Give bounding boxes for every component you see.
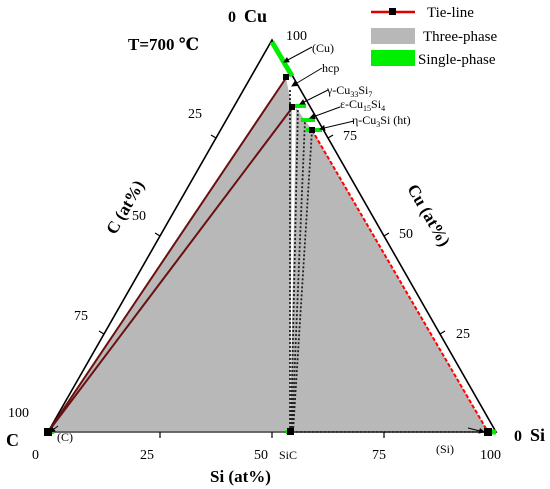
tick-c-50: [154, 232, 161, 237]
legend-three-phase-swatch: [371, 28, 415, 44]
point-si: [484, 428, 492, 436]
tie-line-c-hcp: [47, 77, 287, 433]
c-tick-100: 100: [8, 406, 29, 421]
tie-line-c-gamma: [47, 107, 293, 433]
legend: Tie-line Three-phase Single-phase: [371, 5, 497, 68]
phase-points: [44, 74, 492, 436]
legend-single-phase-swatch: [371, 50, 415, 66]
tie-line-sic-epsilon: [291, 119, 306, 433]
legend-three-phase-label: Three-phase: [423, 29, 497, 45]
si-tick-75: 75: [372, 448, 386, 463]
tick-c-75: [98, 330, 105, 335]
c-tick-75: 75: [74, 309, 88, 324]
label-leaders: [49, 46, 485, 434]
leader-graphite: [49, 425, 59, 433]
temperature-label: T=700 ℃: [128, 35, 199, 54]
phase-label-epsilon: ε-Cu15Si4: [340, 97, 385, 113]
cu-tick-25: 25: [456, 327, 470, 342]
si-tick-0: 0: [32, 448, 39, 463]
leader-hcp: [291, 67, 323, 87]
si-corner-zero: 0: [514, 428, 522, 445]
three-phase-region-sic-eta-si: [290, 130, 488, 432]
c-axis-title: C (at%): [102, 177, 148, 238]
phase-label-graphite: (C): [57, 430, 73, 444]
tick-cu-50: [383, 232, 390, 237]
si-tick-25: 25: [140, 448, 154, 463]
phase-label-hcp: hcp: [322, 61, 339, 75]
phase-label-sic: SiC: [279, 448, 297, 462]
leader-gamma: [299, 89, 329, 105]
tick-cu-75: [327, 134, 334, 139]
three-phase-region-c-hcp-gamma: [48, 78, 292, 432]
si-tick-50: 50: [254, 448, 268, 463]
si-axis-title: Si (at%): [210, 467, 271, 486]
tie-lines: [47, 77, 489, 433]
point-graphite: [44, 428, 52, 436]
point-sic: [287, 428, 294, 435]
cu-tick-75: 75: [343, 129, 357, 144]
point-gamma: [289, 104, 295, 110]
point-eta: [309, 127, 315, 133]
cu-tick-100: 100: [286, 29, 307, 44]
leader-si: [467, 427, 485, 434]
tick-c-25: [210, 134, 217, 139]
phase-label-gamma: γ-Cu33Si7: [326, 83, 372, 99]
phase-label-si: (Si): [436, 442, 454, 456]
tie-line-sic-eta: [292, 129, 313, 433]
si-tick-100: 100: [480, 448, 501, 463]
phase-label-cu: (Cu): [312, 41, 334, 55]
leader-cu: [283, 46, 313, 63]
leader-eta: [319, 120, 355, 131]
c-tick-25: 25: [188, 107, 202, 122]
leader-epsilon: [309, 106, 341, 120]
point-hcp: [283, 74, 289, 80]
si-corner-label: Si: [530, 425, 545, 445]
legend-single-phase-label: Single-phase: [418, 52, 496, 68]
single-phase-cu: [269, 40, 295, 78]
cu-corner-label: Cu: [244, 6, 267, 26]
phase-label-eta: η-Cu3Si (ht): [352, 113, 411, 129]
cu-corner-zero: 0: [228, 9, 236, 26]
c-tick-50: 50: [132, 209, 146, 224]
legend-tie-line-marker: [389, 8, 396, 15]
cu-tick-50: 50: [399, 227, 413, 242]
tick-cu-25: [439, 330, 446, 335]
c-corner-label: C: [6, 430, 19, 450]
tick-marks: [98, 134, 446, 438]
legend-tie-line-label: Tie-line: [427, 5, 474, 21]
tie-line-eta-si: [311, 129, 489, 433]
